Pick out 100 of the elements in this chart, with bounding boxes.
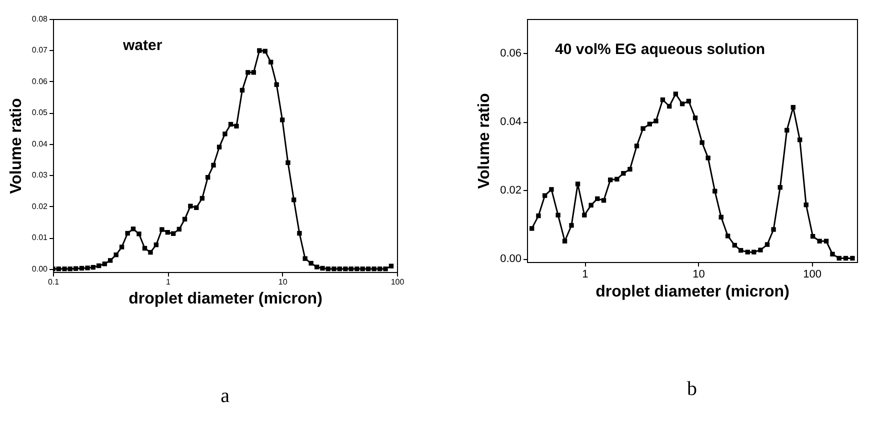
annotation: water: [122, 37, 162, 54]
point: [790, 104, 796, 110]
point: [257, 48, 262, 53]
point: [332, 266, 336, 272]
y-tick-label: 0.02: [32, 202, 48, 211]
x-axis-title: droplet diameter (micron): [128, 290, 322, 308]
y-tick-label: 0.02: [500, 184, 522, 197]
point: [366, 266, 371, 272]
point: [654, 118, 658, 124]
point: [830, 252, 835, 256]
y-axis-title: Volume ratio: [476, 92, 494, 189]
point: [360, 266, 365, 272]
point: [758, 248, 763, 252]
y-tick-label: 0.00: [500, 253, 522, 266]
y-tick-label: 0.01: [32, 233, 48, 242]
point: [73, 266, 78, 271]
point: [549, 187, 554, 192]
point: [268, 60, 274, 64]
y-axis-title: Volume ratio: [8, 98, 25, 194]
point: [354, 266, 360, 272]
point: [836, 256, 842, 261]
point: [692, 116, 698, 120]
point: [824, 238, 829, 244]
point: [569, 223, 574, 228]
point: [320, 266, 325, 271]
point: [165, 230, 170, 235]
y-tick-label: 0.06: [32, 76, 48, 86]
point: [601, 198, 606, 203]
point: [745, 250, 750, 254]
x-tick-label: 100: [803, 268, 822, 280]
point: [56, 266, 61, 272]
text: a: [220, 385, 230, 407]
point: [582, 212, 587, 218]
point: [291, 198, 296, 202]
point: [712, 188, 718, 194]
point: [85, 266, 90, 270]
point: [738, 248, 744, 253]
y-tick-label: 0.06: [500, 48, 522, 60]
point: [68, 266, 72, 272]
x-tick-label: 100: [390, 278, 405, 286]
y-tick-label: 0.05: [32, 108, 48, 118]
point: [154, 242, 159, 248]
point: [843, 256, 848, 261]
point: [718, 214, 724, 220]
point: [337, 266, 342, 272]
point: [262, 48, 268, 54]
point: [182, 216, 188, 222]
point: [771, 227, 776, 232]
point: [686, 98, 692, 104]
point: [588, 202, 594, 208]
point: [314, 264, 320, 270]
point: [732, 242, 737, 248]
point: [595, 196, 600, 202]
point: [388, 264, 394, 268]
point: [228, 122, 234, 127]
point: [326, 266, 331, 272]
point: [108, 258, 113, 263]
point: [222, 132, 228, 136]
point: [628, 166, 632, 172]
point: [536, 213, 541, 218]
x-tick-label: 10: [278, 278, 288, 286]
y-tick-label: 0.00: [32, 264, 48, 274]
point: [804, 202, 808, 208]
point: [673, 92, 678, 96]
point: [562, 238, 568, 244]
point: [216, 144, 222, 150]
point: [102, 262, 107, 266]
point: [148, 250, 153, 255]
point: [125, 230, 130, 236]
point: [817, 238, 822, 244]
point: [211, 162, 216, 168]
point: [136, 232, 142, 236]
x-tick-label: 1: [166, 278, 171, 286]
x-tick-label: 1: [582, 268, 588, 280]
point: [130, 226, 136, 232]
point: [234, 124, 239, 128]
y-tick-label: 0.08: [32, 14, 48, 24]
point: [200, 196, 205, 201]
point: [764, 242, 770, 247]
point: [251, 70, 256, 75]
point: [575, 182, 580, 186]
x-tick-label: 0.1: [48, 278, 60, 286]
point: [176, 226, 182, 232]
point: [170, 231, 176, 236]
point: [634, 144, 640, 148]
point: [286, 160, 290, 166]
point: [700, 140, 704, 145]
point: [660, 97, 666, 102]
point: [96, 263, 102, 268]
y-tick-label: 0.04: [32, 139, 48, 148]
point: [542, 193, 548, 198]
annotation: 40 vol% EG aqueous solution: [555, 41, 766, 58]
point: [621, 171, 626, 176]
point: [142, 246, 148, 251]
point: [79, 266, 84, 271]
point: [784, 128, 790, 133]
point: [647, 122, 652, 126]
text: b: [687, 378, 697, 400]
point: [160, 227, 164, 232]
point: [246, 70, 250, 75]
